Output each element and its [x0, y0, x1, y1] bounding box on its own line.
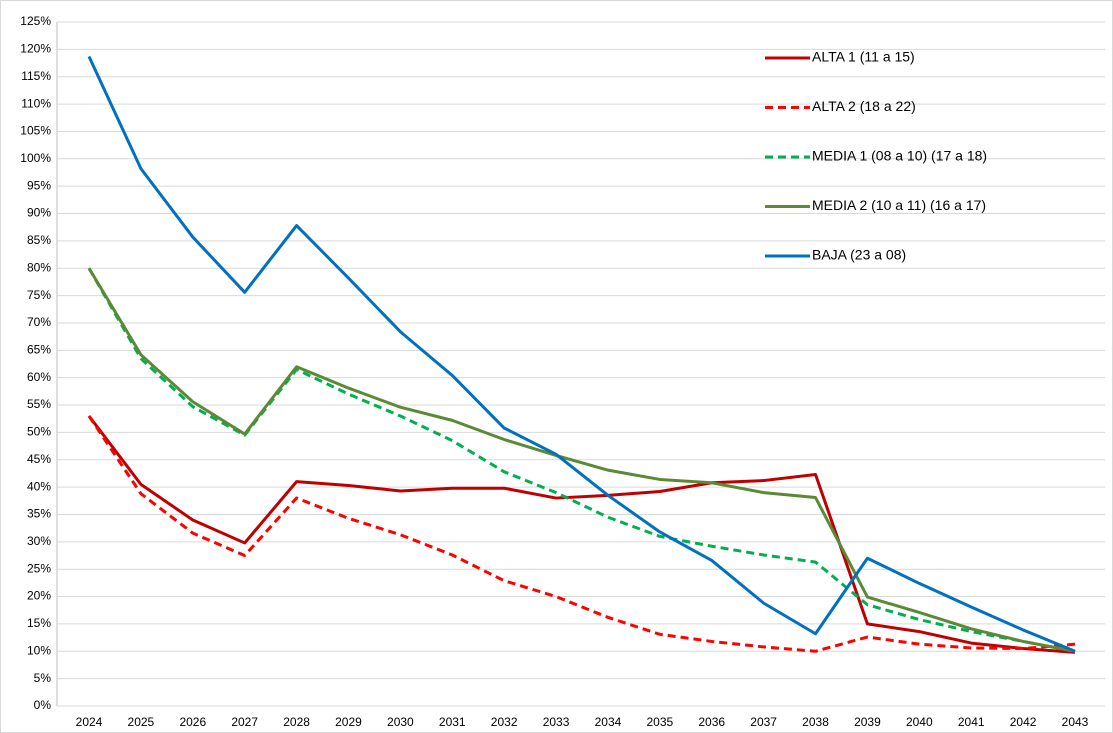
- x-tick-label: 2028: [283, 715, 310, 729]
- x-tick-label: 2030: [387, 715, 414, 729]
- x-tick-label: 2031: [439, 715, 466, 729]
- y-tick-label: 15%: [27, 616, 51, 630]
- x-tick-label: 2024: [76, 715, 103, 729]
- x-tick-label: 2042: [1010, 715, 1037, 729]
- y-tick-label: 0%: [34, 698, 52, 712]
- series-line: [87, 415, 1076, 653]
- x-tick-label: 2038: [802, 715, 829, 729]
- x-tick-label: 2041: [958, 715, 985, 729]
- y-tick-label: 110%: [21, 96, 51, 110]
- series-line: [87, 55, 1076, 653]
- y-tick-label: 65%: [27, 342, 51, 356]
- y-tick-label: 75%: [27, 288, 51, 302]
- x-tick-label: 2043: [1062, 715, 1089, 729]
- y-tick-label: 105%: [20, 124, 51, 138]
- y-tick-label: 40%: [27, 479, 51, 493]
- y-tick-label: 5%: [34, 671, 52, 685]
- y-tick-label: 45%: [27, 452, 51, 466]
- y-tick-label: 120%: [20, 42, 51, 56]
- y-tick-label: 30%: [27, 534, 51, 548]
- series-line: [87, 267, 1076, 653]
- y-tick-label: 35%: [27, 507, 51, 521]
- y-tick-label: 25%: [27, 561, 51, 575]
- legend-label: MEDIA 1 (08 a 10) (17 a 18): [812, 148, 987, 164]
- y-tick-label: 100%: [20, 151, 51, 165]
- legend-label: BAJA (23 a 08): [812, 247, 906, 263]
- x-tick-label: 2035: [646, 715, 673, 729]
- y-tick-label: 60%: [27, 370, 51, 384]
- y-tick-label: 70%: [27, 315, 51, 329]
- y-tick-label: 125%: [20, 14, 51, 28]
- y-tick-label: 115%: [21, 69, 51, 83]
- legend-label: ALTA 1 (11 a 15): [812, 49, 915, 65]
- x-tick-label: 2036: [698, 715, 725, 729]
- y-tick-label: 80%: [27, 260, 51, 274]
- x-tick-label: 2026: [179, 715, 206, 729]
- y-tick-label: 55%: [27, 397, 51, 411]
- y-tick-label: 10%: [27, 643, 51, 657]
- x-tick-label: 2039: [854, 715, 881, 729]
- y-tick-label: 90%: [27, 206, 51, 220]
- series-line: [87, 415, 1076, 654]
- y-tick-label: 85%: [27, 233, 51, 247]
- y-tick-label: 50%: [27, 425, 51, 439]
- x-tick-label: 2032: [491, 715, 518, 729]
- x-tick-label: 2027: [231, 715, 258, 729]
- legend-label: MEDIA 2 (10 a 11) (16 a 17): [812, 197, 986, 213]
- y-tick-label: 95%: [27, 178, 51, 192]
- x-tick-label: 2040: [906, 715, 933, 729]
- y-tick-label: 20%: [27, 589, 51, 603]
- legend-label: ALTA 2 (18 a 22): [812, 98, 916, 114]
- x-tick-label: 2029: [335, 715, 362, 729]
- x-tick-label: 2033: [543, 715, 570, 729]
- x-tick-label: 2037: [750, 715, 777, 729]
- x-tick-label: 2034: [595, 715, 622, 729]
- x-tick-label: 2025: [128, 715, 155, 729]
